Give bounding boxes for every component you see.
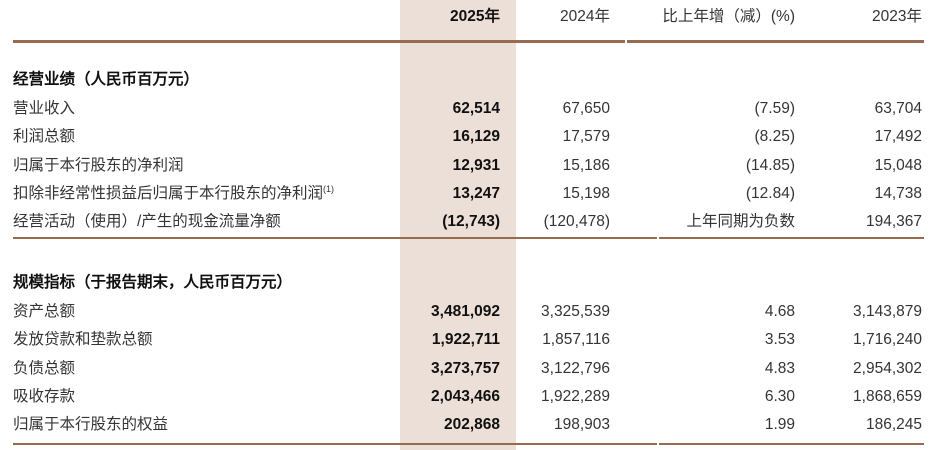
header-col-2023: 2023年 [872,8,922,26]
value-2024: 67,650 [562,99,610,117]
value-2023: 63,704 [874,99,922,117]
value-2024: 1,857,116 [542,331,610,349]
value-2024: 3,122,796 [541,359,610,377]
value-change: (7.59) [754,99,796,117]
value-2023: 3,143,879 [853,302,922,320]
header-divider-rule [13,40,924,43]
value-2023: 186,245 [865,416,922,434]
value-change: 4.68 [764,302,795,320]
section-title-row-scale-indicators: 规模指标（于报告期末，人民币百万元） [13,269,924,297]
value-2023: 1,868,659 [853,387,922,405]
spacer [13,239,924,269]
value-2024: (120,478) [543,213,610,231]
value-2025: (12,743) [442,213,500,231]
footnote-marker: (1) [323,183,335,194]
row-label: 归属于本行股东的权益 [13,416,169,434]
table-header-row: 2025年 2024年 比上年增（减）(%) 2023年 [13,0,924,34]
row-label: 资产总额 [13,302,76,320]
row-label: 经营活动（使用）/产生的现金流量净额 [13,213,281,231]
value-change: (8.25) [754,128,796,146]
highlight-column-2025-band [400,0,516,450]
section-title: 规模指标（于报告期末，人民币百万元） [13,274,293,292]
value-2025: 62,514 [452,99,500,117]
value-2023: 194,367 [865,213,922,231]
value-change: (14.85) [745,156,795,174]
section-divider-rule [13,237,924,239]
header-col-change: 比上年增（减）(%) [662,8,795,26]
value-2024: 15,186 [562,156,610,174]
value-change: 1.99 [764,416,795,434]
table-bottom-rule [13,443,924,445]
value-2025: 3,481,092 [431,302,500,320]
table-row: 发放贷款和垫款总额 1,922,711 1,857,116 3.53 1,716… [13,326,924,354]
value-change: 6.30 [764,387,795,405]
value-change: (12.84) [745,185,795,202]
value-2025: 3,273,757 [431,359,500,377]
value-2023: 14,738 [874,185,922,202]
header-col-2025: 2025年 [450,8,500,26]
row-label: 吸收存款 [13,387,76,405]
value-2025: 13,247 [452,185,500,202]
table-row: 负债总额 3,273,757 3,122,796 4.83 2,954,302 [13,354,924,382]
table-row: 归属于本行股东的权益 202,868 198,903 1.99 186,245 [13,411,924,439]
table-row: 吸收存款 2,043,466 1,922,289 6.30 1,868,659 [13,383,924,411]
row-label: 归属于本行股东的净利润 [13,156,184,174]
financial-highlights-table: 2025年 2024年 比上年增（减）(%) 2023年 经营业绩（人民币百万元… [13,0,924,445]
value-2025: 2,043,466 [431,387,500,405]
table-row: 资产总额 3,481,092 3,325,539 4.68 3,143,879 [13,297,924,325]
row-label-text: 扣除非经常性损益后归属于本行股东的净利润 [13,185,324,202]
value-change: 3.53 [764,331,795,349]
row-label: 利润总额 [13,128,76,146]
value-2024: 15,198 [562,185,610,202]
table-row: 营业收入 62,514 67,650 (7.59) 63,704 [13,94,924,122]
table-row: 经营活动（使用）/产生的现金流量净额 (12,743) (120,478) 上年… [13,208,924,236]
table-row: 利润总额 16,129 17,579 (8.25) 17,492 [13,123,924,151]
header-col-2024: 2024年 [560,8,610,26]
value-2023: 17,492 [874,128,922,146]
value-2024: 3,325,539 [541,302,610,320]
value-2025: 1,922,711 [431,331,500,349]
value-change: 4.83 [764,359,795,377]
value-2023: 2,954,302 [853,359,922,377]
table-row: 归属于本行股东的净利润 12,931 15,186 (14.85) 15,048 [13,151,924,179]
section-title: 经营业绩（人民币百万元） [13,71,200,89]
row-label: 营业收入 [13,99,76,117]
value-2024: 198,903 [553,416,610,434]
value-2024: 17,579 [562,128,610,146]
row-label: 发放贷款和垫款总额 [13,331,153,349]
spacer [13,43,924,66]
value-2023: 15,048 [874,156,922,174]
value-2024: 1,922,289 [541,387,610,405]
value-change: 上年同期为负数 [686,213,795,231]
table-row: 扣除非经常性损益后归属于本行股东的净利润(1) 13,247 15,198 (1… [13,180,924,208]
value-2023: 1,716,240 [853,331,922,349]
row-label: 负债总额 [13,359,76,377]
value-2025: 202,868 [443,416,500,434]
row-label: 扣除非经常性损益后归属于本行股东的净利润(1) [13,183,400,202]
value-2025: 12,931 [452,156,500,174]
section-title-row-operating-results: 经营业绩（人民币百万元） [13,66,924,94]
value-2025: 16,129 [452,128,500,146]
